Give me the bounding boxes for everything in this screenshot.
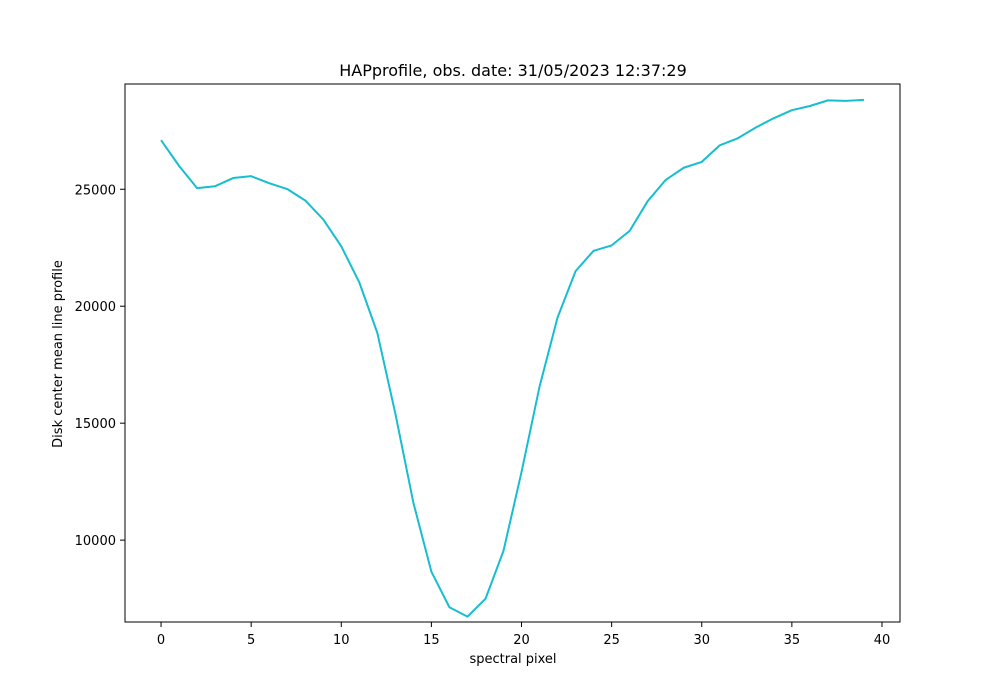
x-tick-label: 5: [247, 633, 255, 648]
x-tick-label: 15: [423, 633, 440, 648]
y-axis-label: Disk center mean line profile: [51, 260, 66, 448]
x-tick-label: 40: [874, 633, 891, 648]
plot-frame: [124, 83, 901, 623]
plot-area: [160, 98, 865, 618]
chart-title: HAPprofile, obs. date: 31/05/2023 12:37:…: [339, 61, 687, 80]
x-tick-label: 35: [784, 633, 801, 648]
x-axis-label: spectral pixel: [469, 652, 556, 667]
x-tick-label: 25: [603, 633, 620, 648]
x-tick-label: 20: [513, 633, 530, 648]
x-tick-label: 30: [693, 633, 710, 648]
y-axis: 10000 15000 20000 25000: [75, 183, 125, 549]
y-tick-label: 20000: [75, 300, 116, 315]
y-tick-label: 15000: [75, 417, 116, 432]
x-tick-label: 0: [157, 633, 165, 648]
x-tick-label: 10: [333, 633, 350, 648]
series-line-0: [160, 98, 865, 618]
x-axis: 0 5 10 15 20 25 30 35 40: [157, 622, 890, 648]
y-tick-label: 25000: [75, 183, 116, 198]
y-tick-label: 10000: [75, 534, 116, 549]
